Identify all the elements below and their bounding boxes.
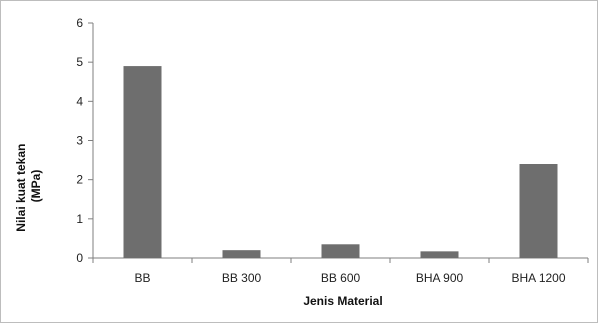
x-tick-label-3: BHA 900	[416, 271, 464, 285]
x-tick-label-0: BB	[134, 271, 150, 285]
x-tick-label-2: BB 600	[321, 271, 361, 285]
bar-3	[421, 251, 459, 258]
y-tick-label-5: 5	[76, 55, 83, 69]
bar-2	[322, 244, 360, 258]
y-tick-label-2: 2	[76, 173, 83, 187]
y-tick-label-1: 1	[76, 212, 83, 226]
x-axis-title: Jenis Material	[303, 294, 382, 308]
y-tick-label-4: 4	[76, 94, 83, 108]
y-axis-title-line-2: (MPa)	[29, 170, 43, 203]
bar-4	[520, 164, 558, 258]
bar-0	[124, 66, 162, 258]
bar-1	[223, 250, 261, 258]
x-tick-label-4: BHA 1200	[511, 271, 565, 285]
plot-area: 0 1 2 3 4 5 6 BB BB 300 BB 600 BHA 900 BHA 1200	[76, 16, 588, 285]
y-tick-label-0: 0	[76, 251, 83, 265]
y-axis-title-line-1: Nilai kuat tekan	[14, 144, 28, 232]
y-axis-title: Nilai kuat tekan (MPa)	[14, 140, 43, 231]
y-tick-label-3: 3	[76, 134, 83, 148]
x-tick-label-1: BB 300	[222, 271, 262, 285]
y-tick-label-6: 6	[76, 16, 83, 30]
